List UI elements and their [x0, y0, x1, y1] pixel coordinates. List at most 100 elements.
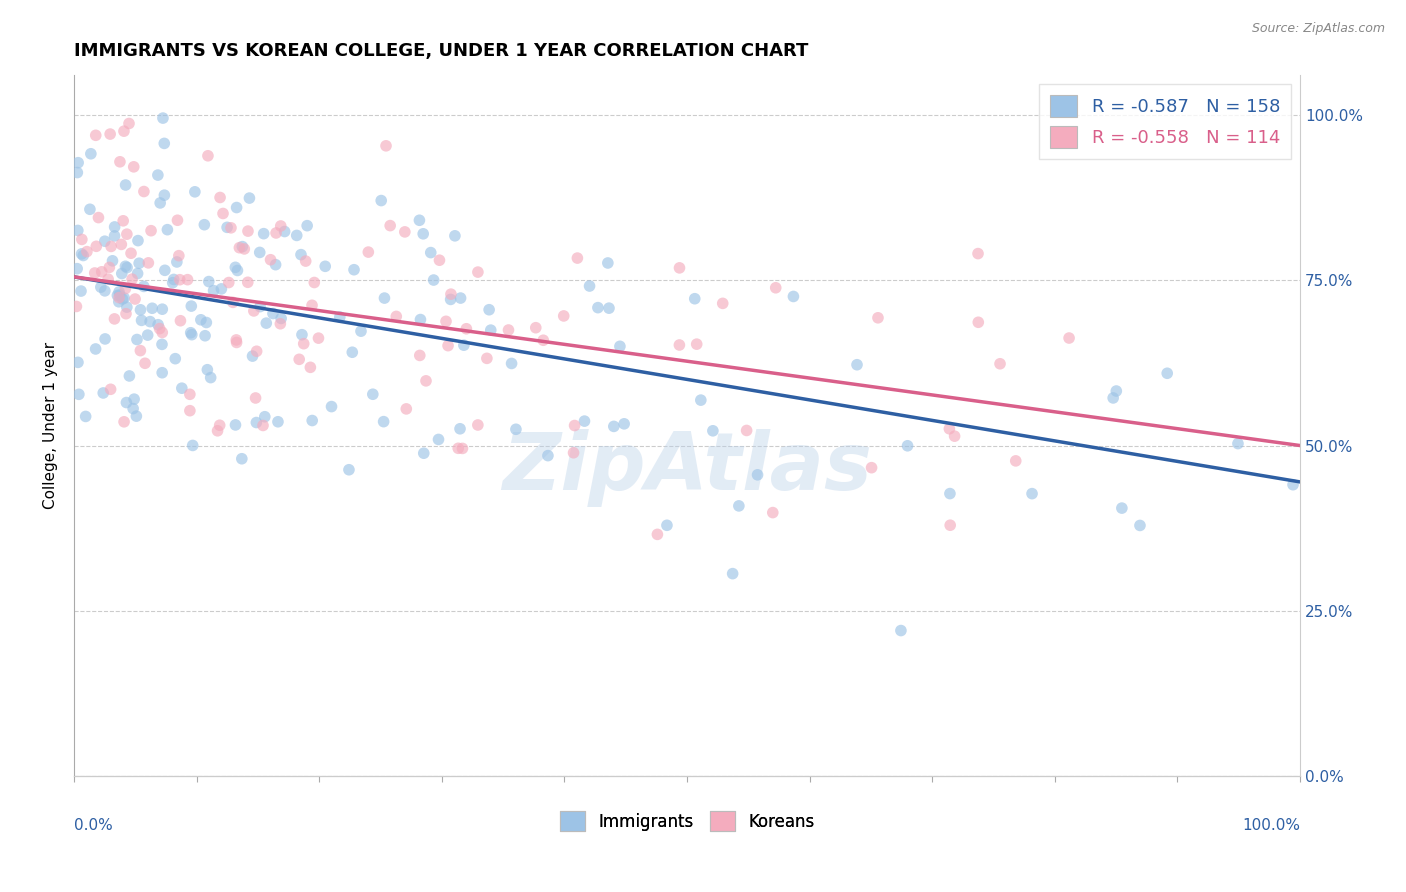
- Point: [456, 322, 478, 336]
- Point: [129, 302, 152, 317]
- Point: [122, 392, 145, 406]
- Point: [128, 256, 150, 270]
- Point: [129, 343, 152, 358]
- Point: [146, 168, 169, 182]
- Point: [134, 356, 156, 370]
- Point: [308, 331, 330, 345]
- Point: [112, 415, 135, 429]
- Point: [537, 449, 560, 463]
- Point: [226, 263, 249, 277]
- Point: [304, 276, 326, 290]
- Point: [75, 409, 97, 424]
- Point: [890, 624, 912, 638]
- Point: [103, 312, 125, 326]
- Point: [166, 213, 188, 227]
- Point: [943, 429, 966, 443]
- Point: [586, 301, 609, 315]
- Point: [112, 214, 135, 228]
- Point: [647, 527, 669, 541]
- Point: [444, 228, 467, 243]
- Point: [1226, 436, 1249, 450]
- Point: [112, 291, 135, 305]
- Point: [84, 342, 107, 356]
- Point: [194, 328, 217, 343]
- Point: [162, 276, 184, 290]
- Point: [114, 282, 136, 296]
- Point: [184, 185, 207, 199]
- Point: [301, 298, 323, 312]
- Point: [115, 395, 138, 409]
- Point: [291, 327, 314, 342]
- Point: [1004, 454, 1026, 468]
- Point: [124, 292, 146, 306]
- Point: [79, 202, 101, 217]
- Point: [415, 374, 437, 388]
- Point: [267, 415, 290, 429]
- Point: [169, 273, 191, 287]
- Point: [115, 260, 138, 275]
- Point: [450, 291, 472, 305]
- Point: [170, 381, 193, 395]
- Text: IMMIGRANTS VS KOREAN COLLEGE, UNDER 1 YEAR CORRELATION CHART: IMMIGRANTS VS KOREAN COLLEGE, UNDER 1 YE…: [75, 42, 808, 60]
- Point: [153, 188, 176, 202]
- Point: [138, 256, 160, 270]
- Point: [498, 323, 520, 337]
- Point: [236, 224, 259, 238]
- Point: [153, 263, 176, 277]
- Point: [395, 401, 418, 416]
- Point: [101, 253, 124, 268]
- Point: [132, 279, 155, 293]
- Point: [434, 314, 457, 328]
- Text: Source: ZipAtlas.com: Source: ZipAtlas.com: [1251, 22, 1385, 36]
- Point: [141, 301, 163, 316]
- Point: [449, 422, 471, 436]
- Point: [225, 333, 247, 347]
- Point: [70, 284, 93, 298]
- Point: [83, 266, 105, 280]
- Point: [115, 307, 138, 321]
- Point: [91, 386, 114, 401]
- Point: [350, 324, 373, 338]
- Point: [422, 273, 444, 287]
- Point: [467, 417, 489, 432]
- Point: [270, 219, 292, 233]
- Point: [429, 253, 451, 268]
- Point: [66, 223, 89, 237]
- Point: [153, 136, 176, 151]
- Point: [200, 370, 222, 384]
- Point: [427, 433, 450, 447]
- Point: [1129, 518, 1152, 533]
- Point: [104, 219, 127, 234]
- Point: [370, 194, 392, 208]
- Point: [412, 446, 434, 460]
- Point: [262, 306, 284, 320]
- Point: [373, 291, 395, 305]
- Point: [249, 245, 271, 260]
- Point: [127, 267, 149, 281]
- Point: [98, 260, 121, 275]
- Point: [564, 418, 586, 433]
- Point: [254, 316, 277, 330]
- Point: [190, 313, 212, 327]
- Point: [225, 335, 247, 350]
- Point: [1282, 477, 1305, 491]
- Point: [121, 272, 143, 286]
- Point: [329, 310, 352, 324]
- Point: [1102, 391, 1125, 405]
- Point: [193, 218, 215, 232]
- Point: [408, 213, 430, 227]
- Point: [375, 138, 398, 153]
- Point: [440, 293, 463, 307]
- Point: [149, 321, 172, 335]
- Legend: Immigrants, Koreans: Immigrants, Koreans: [553, 805, 821, 838]
- Point: [686, 337, 709, 351]
- Point: [224, 417, 246, 432]
- Point: [167, 249, 190, 263]
- Point: [505, 422, 527, 436]
- Point: [711, 296, 734, 310]
- Point: [118, 116, 141, 130]
- Point: [299, 360, 322, 375]
- Point: [531, 333, 554, 347]
- Point: [288, 352, 311, 367]
- Point: [578, 279, 600, 293]
